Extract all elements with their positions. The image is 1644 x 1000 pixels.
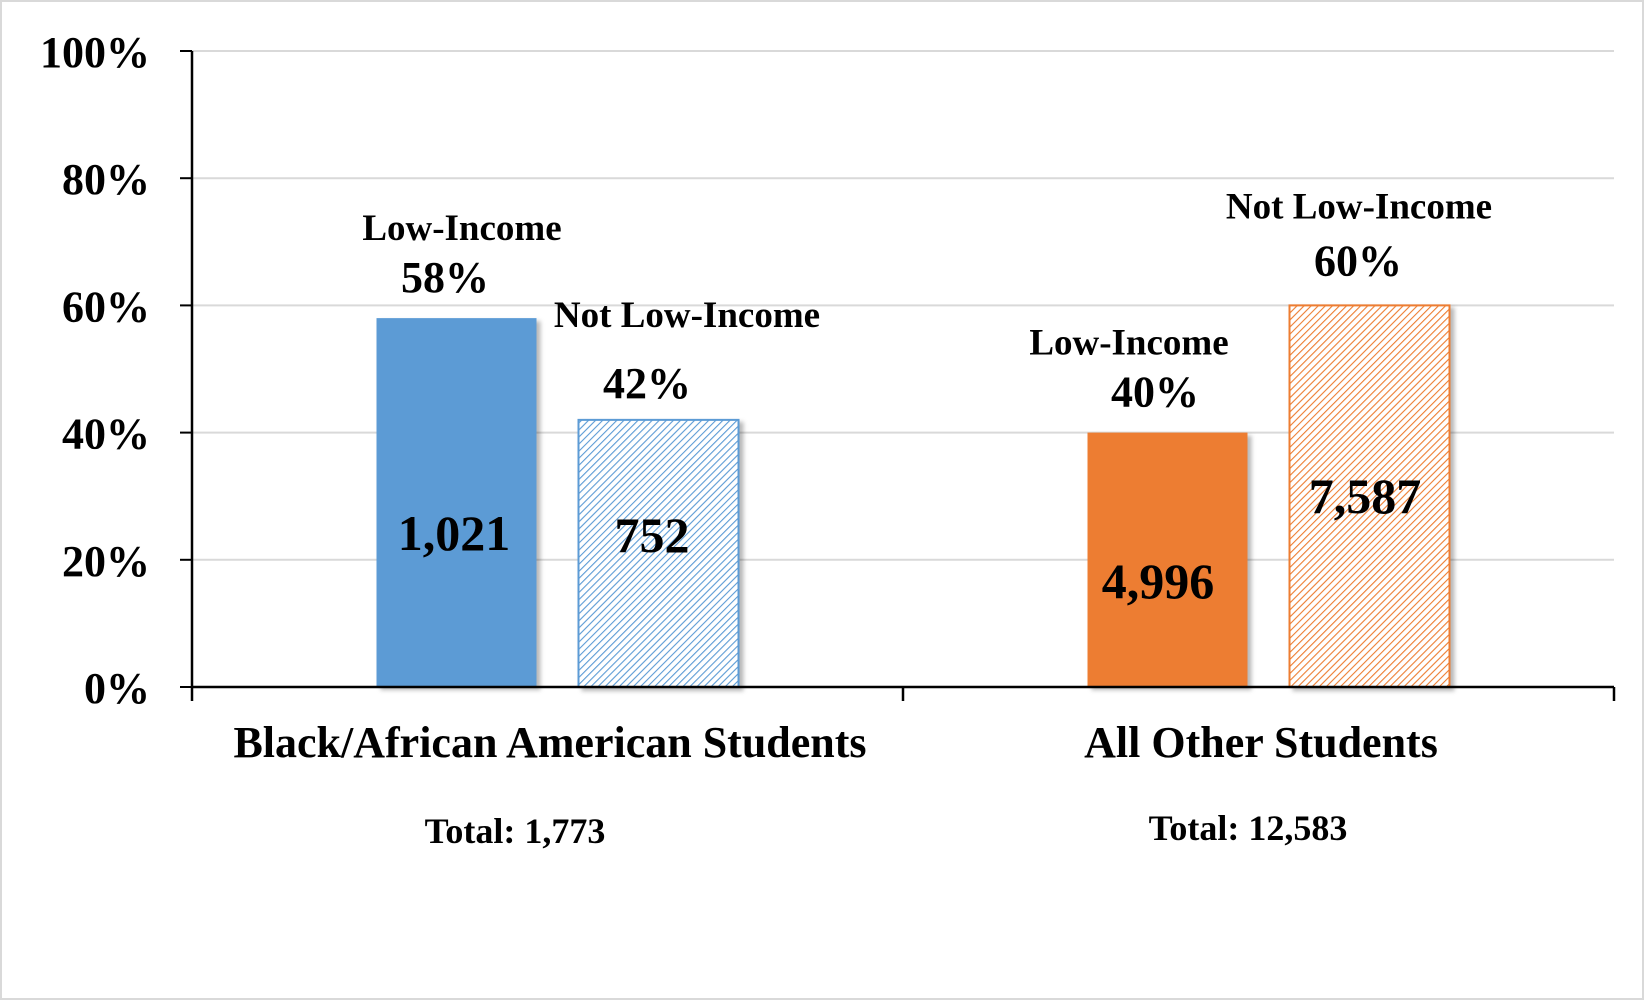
count-label: 1,021 (398, 505, 511, 561)
category-labels: Black/African American Students Total: 1,… (233, 718, 1437, 851)
y-tick-label: 40% (62, 410, 150, 459)
group-total-label: Total: 1,773 (425, 811, 606, 851)
bar (376, 318, 537, 687)
bar (577, 418, 740, 688)
y-tick-label: 60% (62, 282, 150, 331)
percent-label: 40% (1111, 368, 1199, 417)
y-tick-label: 100% (40, 28, 150, 77)
category-label: All Other Students (1084, 718, 1438, 767)
y-axis-tick-labels: 0% 20% 40% 60% 80% 100% (40, 28, 150, 713)
y-tick-label: 80% (62, 155, 150, 204)
count-label: 752 (615, 507, 690, 563)
percent-label: 58% (401, 253, 489, 302)
percent-label: 60% (1314, 236, 1402, 285)
series-name-label: Low-Income (362, 208, 561, 249)
bar (1288, 304, 1451, 688)
count-label: 7,587 (1309, 468, 1422, 524)
bar (1087, 432, 1248, 687)
percent-label: 42% (603, 359, 691, 408)
y-tick-label: 20% (62, 537, 150, 586)
count-label: 4,996 (1102, 553, 1215, 609)
bars (376, 304, 1451, 688)
series-name-label: Not Low-Income (1226, 186, 1492, 227)
y-tick-label: 0% (84, 664, 150, 713)
category-label: Black/African American Students (233, 718, 866, 767)
axes (180, 50, 1616, 701)
series-name-label: Not Low-Income (554, 295, 820, 336)
group-total-label: Total: 12,583 (1149, 808, 1348, 848)
series-name-label: Low-Income (1029, 323, 1228, 364)
